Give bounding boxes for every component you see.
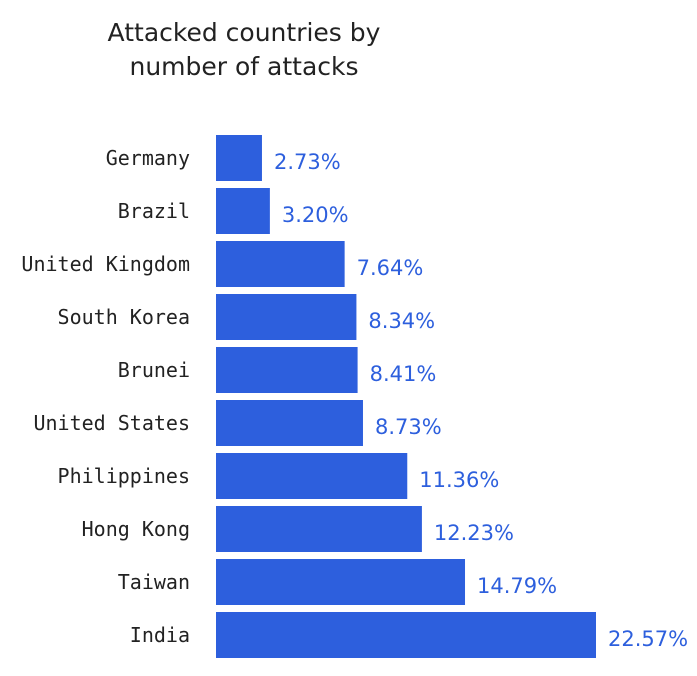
category-label-brunei: Brunei xyxy=(118,358,190,382)
bar-taiwan xyxy=(216,559,466,605)
category-label-united-kingdom: United Kingdom xyxy=(21,252,190,276)
chart-title: Attacked countries by number of attacks xyxy=(84,16,404,84)
chart-title-line-1: Attacked countries by xyxy=(107,18,381,47)
bar-united-kingdom xyxy=(216,241,345,287)
category-label-south-korea: South Korea xyxy=(58,305,190,329)
value-label-taiwan: 14.79% xyxy=(477,574,557,598)
bar-south-korea xyxy=(216,294,357,340)
value-label-south-korea: 8.34% xyxy=(368,309,435,333)
bar-brunei xyxy=(216,347,358,393)
value-label-united-states: 8.73% xyxy=(375,415,442,439)
bar-philippines xyxy=(216,453,408,499)
value-label-germany: 2.73% xyxy=(274,150,341,174)
value-label-united-kingdom: 7.64% xyxy=(357,256,424,280)
category-label-hong-kong: Hong Kong xyxy=(82,517,190,541)
value-label-india: 22.57% xyxy=(608,627,688,651)
bar-germany xyxy=(216,135,262,181)
category-label-brazil: Brazil xyxy=(118,199,190,223)
value-label-brazil: 3.20% xyxy=(282,203,349,227)
category-label-united-states: United States xyxy=(33,411,190,435)
category-label-india: India xyxy=(130,623,190,647)
value-label-philippines: 11.36% xyxy=(419,468,499,492)
category-label-philippines: Philippines xyxy=(58,464,190,488)
bar-brazil xyxy=(216,188,270,234)
bar-hong-kong xyxy=(216,506,422,552)
bar-india xyxy=(216,612,596,658)
value-label-hong-kong: 12.23% xyxy=(434,521,514,545)
chart-title-line-2: number of attacks xyxy=(129,52,359,81)
category-label-taiwan: Taiwan xyxy=(118,570,190,594)
bar-united-states xyxy=(216,400,363,446)
value-label-brunei: 8.41% xyxy=(370,362,437,386)
category-label-germany: Germany xyxy=(106,146,190,170)
